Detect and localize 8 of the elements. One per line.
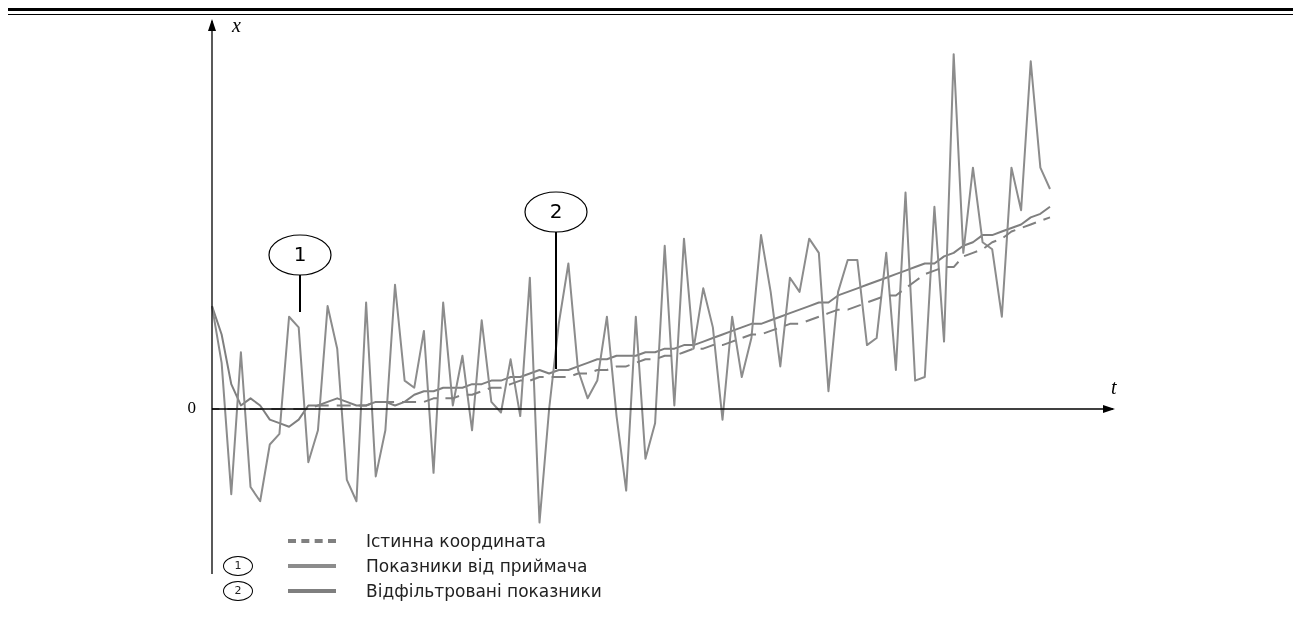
x-axis-title: t (1111, 376, 1117, 399)
y-axis-title: x (231, 14, 241, 37)
annotation: 2 (549, 199, 563, 224)
legend-label: Показники від приймача (366, 555, 588, 576)
legend-label: Відфільтровані показники (366, 580, 602, 601)
text: 0 (187, 398, 196, 418)
legend-label: Істинна координата (366, 530, 546, 551)
annotation: 1 (293, 242, 307, 267)
